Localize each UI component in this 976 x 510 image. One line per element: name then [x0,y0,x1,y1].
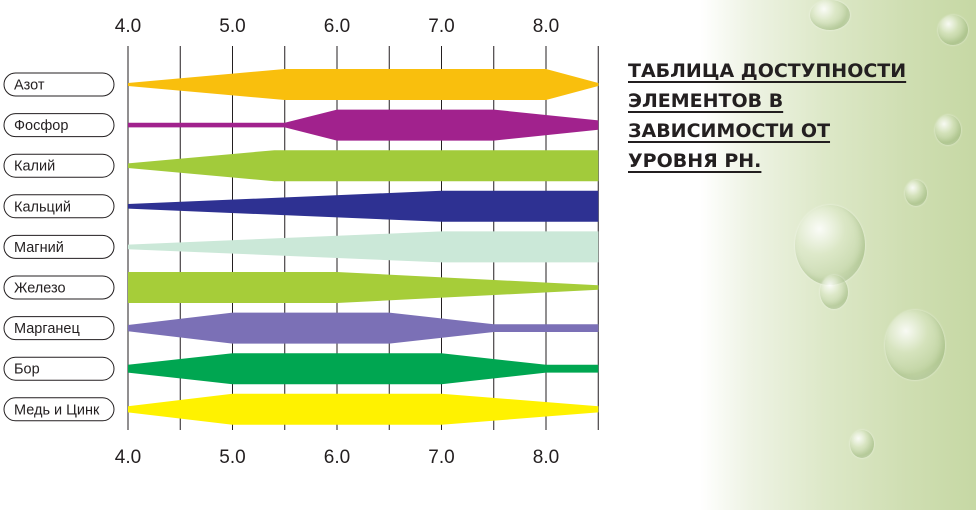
band-8 [128,353,599,385]
water-drop-icon [885,310,945,380]
tick-label: 7.0 [428,447,454,468]
water-drop-icon [850,430,874,458]
band-9 [128,393,599,425]
row-label: Азот [3,72,115,97]
row-label-pill [3,153,115,178]
row-label-pill [3,113,115,138]
tick-label: 7.0 [428,16,454,37]
row-label-pill [3,275,115,300]
title-line: ЗАВИСИМОСТИ ОТ [628,120,831,142]
title-line: УРОВНЯ PH. [628,150,762,172]
row-label-pill [3,397,115,422]
tick-label: 6.0 [324,447,350,468]
band-2 [128,109,599,141]
row-label-text: Кальций [14,199,71,215]
row-label-text: Медь и Цинк [14,402,100,418]
band-6 [128,272,599,303]
row-label-text: Бор [14,362,40,378]
tick-label: 8.0 [533,447,559,468]
row-label-text: Фосфор [14,118,68,134]
row-label: Марганец [3,316,115,341]
row-label-text: Азот [14,78,45,94]
band-7 [128,312,599,344]
row-label-pill [3,356,115,381]
row-label-text: Марганец [14,321,80,337]
row-label: Медь и Цинк [3,397,115,422]
decorative-background [700,0,976,510]
tick-label: 4.0 [115,16,141,37]
tick-label: 5.0 [219,447,245,468]
page-title: ТАБЛИЦА ДОСТУПНОСТИ ЭЛЕМЕНТОВ В ЗАВИСИМО… [628,56,958,176]
row-labels: Азот Фосфор Калий Кальций Магний Железо Марган… [3,72,115,422]
water-drop-icon [935,115,961,145]
title-line: ТАБЛИЦА ДОСТУПНОСТИ [628,60,907,82]
water-drop-icon [795,205,865,285]
band-1 [128,69,599,100]
tick-label: 5.0 [219,16,245,37]
band-5 [128,231,599,263]
row-label-pill [3,72,115,97]
band-3 [128,150,599,182]
row-label-text: Железо [14,281,66,297]
tick-label: 6.0 [324,16,350,37]
water-drop-icon [810,0,850,30]
row-label: Бор [3,356,115,381]
bands [128,69,599,425]
row-label: Калий [3,153,115,178]
band-4 [128,190,599,222]
tick-label: 8.0 [533,16,559,37]
row-label: Магний [3,234,115,259]
water-drop-icon [905,180,927,206]
tick-label: 4.0 [115,447,141,468]
row-label: Фосфор [3,113,115,138]
row-label-pill [3,194,115,219]
row-label-pill [3,234,115,259]
water-drop-icon [820,275,848,309]
title-line: ЭЛЕМЕНТОВ В [628,90,784,112]
tick-labels: 4.0 4.0 5.0 5.0 6.0 6.0 7.0 7.0 8.0 8.0 [115,16,559,468]
row-label-text: Магний [14,240,64,256]
row-label: Железо [3,275,115,300]
row-label-text: Калий [14,159,55,175]
row-label-pill [3,316,115,341]
water-drop-icon [938,15,968,45]
row-label: Кальций [3,194,115,219]
